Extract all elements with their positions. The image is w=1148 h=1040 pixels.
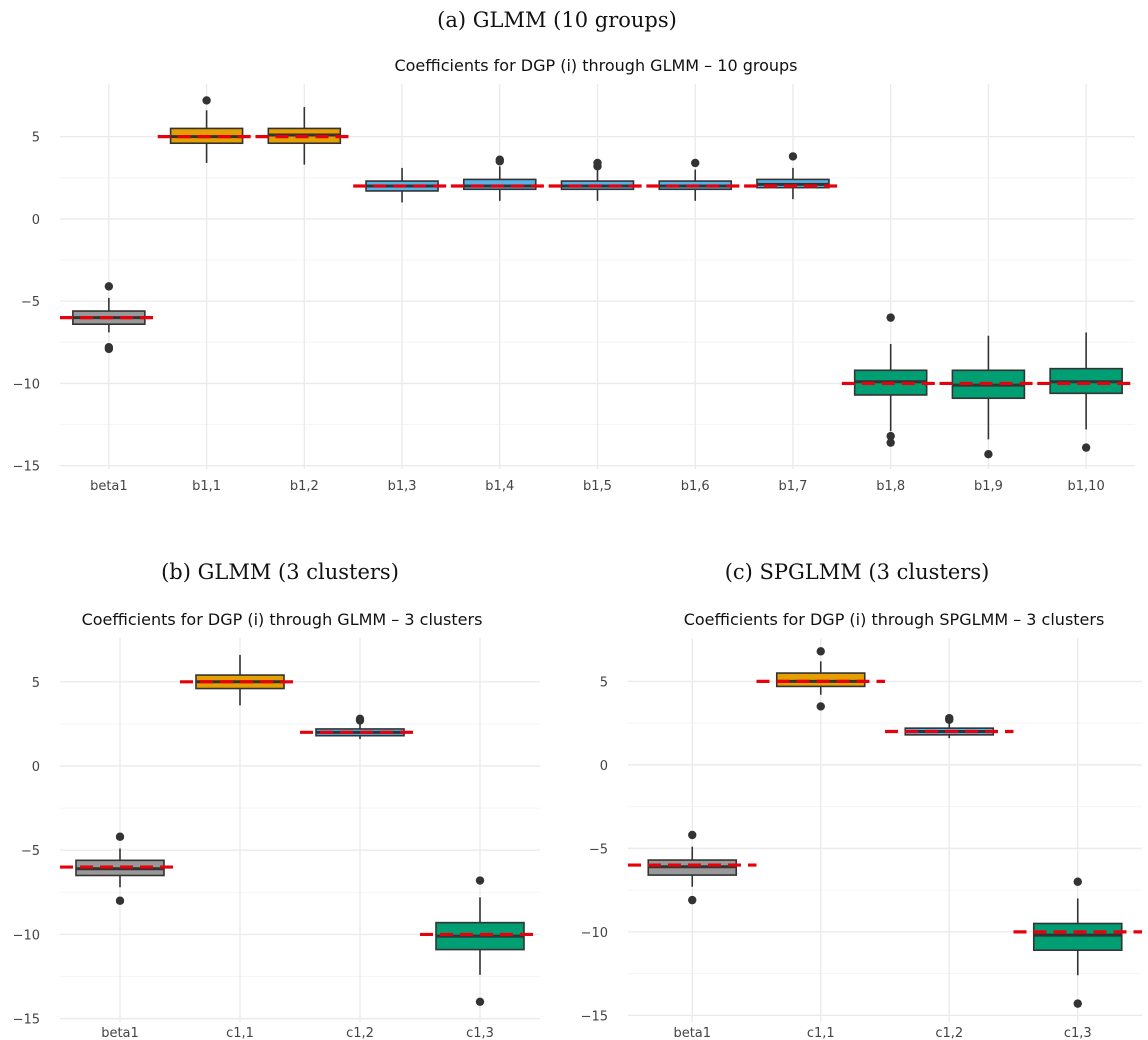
- boxplot-c1,2: [300, 714, 420, 740]
- x-tick-label: b1,1: [192, 479, 221, 494]
- y-tick-label: 0: [600, 759, 608, 774]
- outlier-point: [886, 431, 895, 441]
- y-tick-label: −5: [21, 844, 40, 859]
- x-tick-label: c1,2: [935, 1026, 963, 1040]
- outlier-point: [104, 282, 114, 291]
- y-tick-label: 5: [32, 131, 40, 146]
- outlier-point: [688, 895, 697, 905]
- outlier-point: [355, 714, 365, 724]
- boxplot-b1,1: [157, 96, 256, 163]
- x-tick-label: b1,4: [485, 479, 514, 494]
- panel-a-chart: Coefficients for DGP (i) through GLMM – …: [13, 56, 1135, 494]
- y-tick-label: 0: [32, 760, 40, 775]
- outlier-point: [984, 449, 993, 459]
- x-tick-label: b1,6: [681, 479, 710, 494]
- outlier-point: [688, 830, 697, 840]
- y-tick-label: 5: [32, 676, 40, 691]
- boxplot-beta1: [60, 282, 158, 354]
- boxplot-b1,5: [548, 158, 647, 201]
- box: [462, 178, 537, 191]
- outlier-point: [788, 152, 798, 161]
- outlier-point: [1081, 443, 1091, 452]
- boxplot-beta1: [628, 830, 757, 905]
- outlier-point: [495, 155, 504, 164]
- panel-c-chart: Coefficients for DGP (i) through SPGLMM …: [581, 610, 1142, 1040]
- y-tick-label: −10: [581, 926, 608, 941]
- x-tick-label: c1,1: [226, 1026, 254, 1040]
- outlier-point: [886, 438, 895, 447]
- boxplot-c1,1: [756, 647, 885, 711]
- grid: [60, 638, 540, 1022]
- outlier-point: [593, 158, 602, 168]
- outlier-point: [945, 713, 954, 723]
- outlier-point: [1073, 999, 1082, 1008]
- y-tick-label: 5: [600, 675, 608, 690]
- outlier-point: [691, 158, 700, 168]
- x-tick-label: beta1: [673, 1026, 711, 1040]
- y-tick-label: −5: [589, 842, 608, 857]
- x-tick-label: b1,5: [583, 479, 612, 494]
- outlier-point: [886, 313, 895, 322]
- boxplot-c1,3: [420, 876, 540, 1006]
- x-tick-label: b1,2: [290, 479, 319, 494]
- x-tick-label: b1,3: [388, 479, 417, 494]
- panel-b-chart: Coefficients for DGP (i) through GLMM – …: [13, 610, 540, 1040]
- grid: [628, 638, 1142, 1022]
- boxplot-b1,4: [450, 155, 549, 201]
- y-tick-label: −15: [581, 1009, 608, 1024]
- boxplot-c1,3: [1013, 877, 1142, 1008]
- x-tick-label: b1,7: [778, 479, 807, 494]
- boxplot-b1,6: [646, 158, 745, 201]
- y-tick-label: −15: [13, 460, 40, 475]
- boxplot-b1,3: [353, 167, 451, 203]
- box: [775, 672, 866, 688]
- x-tick-label: c1,2: [346, 1026, 374, 1040]
- chart-title: Coefficients for DGP (i) through GLMM – …: [394, 56, 797, 75]
- outlier-point: [115, 832, 125, 841]
- boxplot-c1,1: [180, 654, 300, 706]
- chart-title: Coefficients for DGP (i) through SPGLMM …: [684, 610, 1105, 629]
- y-tick-label: −5: [21, 295, 40, 310]
- y-tick-label: −10: [13, 928, 40, 943]
- panel-a-caption: (a) GLMM (10 groups): [437, 8, 677, 32]
- x-tick-label: c1,3: [466, 1026, 494, 1040]
- x-tick-label: beta1: [101, 1026, 139, 1040]
- x-tick-label: beta1: [90, 479, 128, 494]
- outlier-point: [115, 896, 125, 905]
- boxplot-b1,8: [841, 313, 940, 447]
- outlier-point: [816, 702, 825, 711]
- boxplot-b1,10: [1037, 332, 1135, 452]
- panel-c-caption: (c) SPGLMM (3 clusters): [724, 560, 990, 584]
- outlier-point: [816, 647, 825, 656]
- outlier-point: [1073, 877, 1082, 886]
- outlier-point: [475, 997, 485, 1006]
- chart-title: Coefficients for DGP (i) through GLMM – …: [82, 610, 483, 629]
- y-tick-label: 0: [32, 213, 40, 228]
- boxplot-b1,9: [939, 335, 1038, 459]
- boxplot-b1,7: [744, 152, 842, 200]
- y-tick-label: −15: [13, 1013, 40, 1028]
- y-tick-label: −10: [13, 377, 40, 392]
- x-tick-label: b1,9: [974, 479, 1003, 494]
- x-tick-label: b1,10: [1068, 479, 1105, 494]
- x-tick-label: c1,3: [1064, 1026, 1092, 1040]
- outlier-point: [104, 344, 114, 354]
- x-tick-label: c1,1: [807, 1026, 835, 1040]
- box: [1032, 922, 1123, 952]
- x-tick-label: b1,8: [876, 479, 905, 494]
- boxplot-beta1: [60, 832, 180, 905]
- panel-b-caption: (b) GLMM (3 clusters): [161, 560, 399, 584]
- outlier-point: [202, 96, 211, 105]
- outlier-point: [475, 876, 485, 885]
- boxplot-b1,2: [255, 107, 354, 165]
- boxplot-c1,2: [885, 713, 1014, 739]
